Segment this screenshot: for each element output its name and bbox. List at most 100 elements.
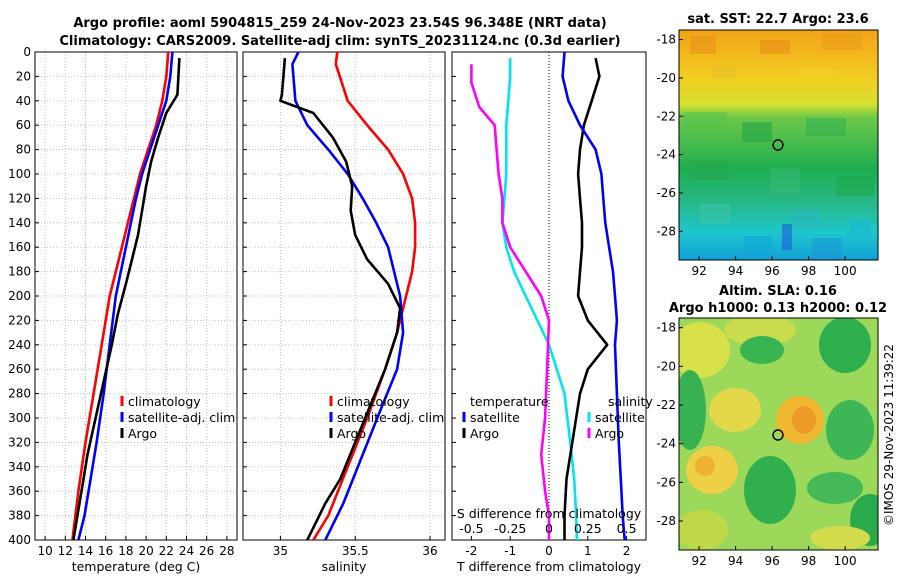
y-tick-label: 160 <box>8 240 31 254</box>
salinity-diff-axis-label: S difference from climatology <box>457 506 642 521</box>
map-y-tick-label: -18 <box>656 321 676 335</box>
sla-argo-marker <box>772 429 784 441</box>
sst-map-title: sat. SST: 22.7 Argo: 23.6 <box>687 12 868 27</box>
x-tick-label: 18 <box>118 544 133 558</box>
x-tick-label: 0 <box>545 544 553 558</box>
x-tick-label: -2 <box>465 544 477 558</box>
figure-title-line2: Climatology: CARS2009. Satellite-adj cli… <box>59 34 620 49</box>
legend-header-temperature: temperature <box>470 394 549 409</box>
x-tick-label: 16 <box>98 544 113 558</box>
x-tick-label: 20 <box>138 544 153 558</box>
map-x-tick-label: 98 <box>801 264 816 278</box>
sst-field <box>679 30 878 260</box>
salinity-diff-tick-label: 0.5 <box>617 521 637 536</box>
y-tick-label: 360 <box>8 484 31 498</box>
salinity-diff-tick-label: -0.5 <box>459 521 483 536</box>
y-tick-label: 260 <box>8 362 31 376</box>
map-y-tick-label: -22 <box>656 398 676 412</box>
series-line-climatology <box>312 52 417 540</box>
legend-label: Argo <box>337 426 366 441</box>
map-x-tick-label: 96 <box>764 554 779 568</box>
y-tick-label: 0 <box>23 45 31 59</box>
sla-map: Altim. SLA: 0.16 Argo h1000: 0.13 h2000:… <box>656 284 887 568</box>
x-tick-label: 28 <box>219 544 234 558</box>
sst-map: sat. SST: 22.7 Argo: 23.6 <box>656 12 879 278</box>
map-y-tick-label: -24 <box>656 148 676 162</box>
legend-label: Argo <box>595 426 624 441</box>
x-tick-label: 1 <box>584 544 592 558</box>
y-tick-label: 280 <box>8 387 31 401</box>
y-tick-label: 180 <box>8 265 31 279</box>
x-tick-label: 22 <box>159 544 174 558</box>
y-tick-label: 100 <box>8 167 31 181</box>
map-y-tick-label: -22 <box>656 109 676 123</box>
x-tick-label: 12 <box>58 544 73 558</box>
salinity-diff-tick-label: 0.25 <box>574 521 602 536</box>
map-x-tick-label: 100 <box>834 264 857 278</box>
sla-map-frame <box>678 317 879 551</box>
map-y-tick-label: -28 <box>656 224 676 238</box>
sst-argo-marker <box>772 139 784 151</box>
series-line-salinity-argo <box>563 57 609 540</box>
y-tick-label: 240 <box>8 338 31 352</box>
series-line-satellite-adj-clim <box>291 52 405 540</box>
x-tick-label: 26 <box>199 544 214 558</box>
legend-label: satellite <box>470 410 520 425</box>
y-tick-label: 220 <box>8 313 31 327</box>
sst-map-frame <box>678 29 879 261</box>
x-tick-label: 10 <box>37 544 52 558</box>
map-x-tick-label: 100 <box>834 554 857 568</box>
y-tick-label: 380 <box>8 509 31 523</box>
x-tick-label: 35 <box>273 544 288 558</box>
x-tick-label: 14 <box>78 544 93 558</box>
y-tick-label: 120 <box>8 191 31 205</box>
map-y-tick-label: -28 <box>656 514 676 528</box>
map-y-tick-label: -26 <box>656 186 676 200</box>
imos-timestamp: ©IMOS 29-Nov-2023 11:39:22 <box>882 344 896 526</box>
map-x-tick-label: 92 <box>691 264 706 278</box>
salinity-xlabel: salinity <box>322 559 367 574</box>
legend-label: satellite-adj. clim <box>128 410 235 425</box>
series-line-temperature-satellite <box>561 52 626 540</box>
legend-label: climatology <box>128 394 201 409</box>
map-x-tick-label: 96 <box>764 264 779 278</box>
legend-label: satellite-adj. clim <box>337 410 444 425</box>
series-line-climatology <box>71 52 170 540</box>
y-tick-label: 140 <box>8 216 31 230</box>
y-tick-label: 340 <box>8 460 31 474</box>
salinity-diff-tick-label: -0.25 <box>494 521 526 536</box>
legend-header-salinity: salinity <box>608 394 653 409</box>
figure-title-line1: Argo profile: aoml 5904815_259 24-Nov-20… <box>73 16 606 31</box>
map-y-tick-label: -26 <box>656 475 676 489</box>
salinity-diff-tick-label: 0 <box>545 521 553 536</box>
map-x-tick-label: 94 <box>728 264 743 278</box>
sla-map-title-line2: Argo h1000: 0.13 h2000: 0.12 <box>669 301 887 316</box>
x-tick-label: 35.5 <box>342 544 369 558</box>
series-line-temperature-argo <box>470 64 551 540</box>
map-y-tick-label: -20 <box>656 71 676 85</box>
y-tick-label: 300 <box>8 411 31 425</box>
salinity-panel: 35 35.5 36 salinity climatologysatellite-adj… <box>242 51 446 574</box>
y-tick-label: 20 <box>16 69 31 83</box>
y-tick-label: 320 <box>8 435 31 449</box>
sla-map-title-line1: Altim. SLA: 0.16 <box>719 284 837 299</box>
x-tick-label: 36 <box>422 544 437 558</box>
difference-xlabel: T difference from climatology <box>456 559 642 574</box>
legend-label: Argo <box>470 426 499 441</box>
y-tick-label: 400 <box>8 533 31 547</box>
y-tick-label: 200 <box>8 289 31 303</box>
difference-panel: -2 -1 0 1 2 S difference from climatology-0.5… <box>451 51 653 574</box>
map-y-tick-label: -18 <box>656 33 676 47</box>
legend-label: climatology <box>337 394 410 409</box>
map-x-tick-label: 94 <box>728 554 743 568</box>
series-line-argo <box>279 57 402 540</box>
sst-texture <box>683 34 874 260</box>
y-tick-label: 40 <box>16 94 31 108</box>
x-tick-label: -1 <box>504 544 516 558</box>
x-tick-label: 2 <box>623 544 631 558</box>
series-line-satellite-adj-clim <box>77 52 174 540</box>
map-x-tick-label: 98 <box>801 554 816 568</box>
legend-label: Argo <box>128 426 157 441</box>
series-line-salinity-satellite <box>501 58 579 540</box>
